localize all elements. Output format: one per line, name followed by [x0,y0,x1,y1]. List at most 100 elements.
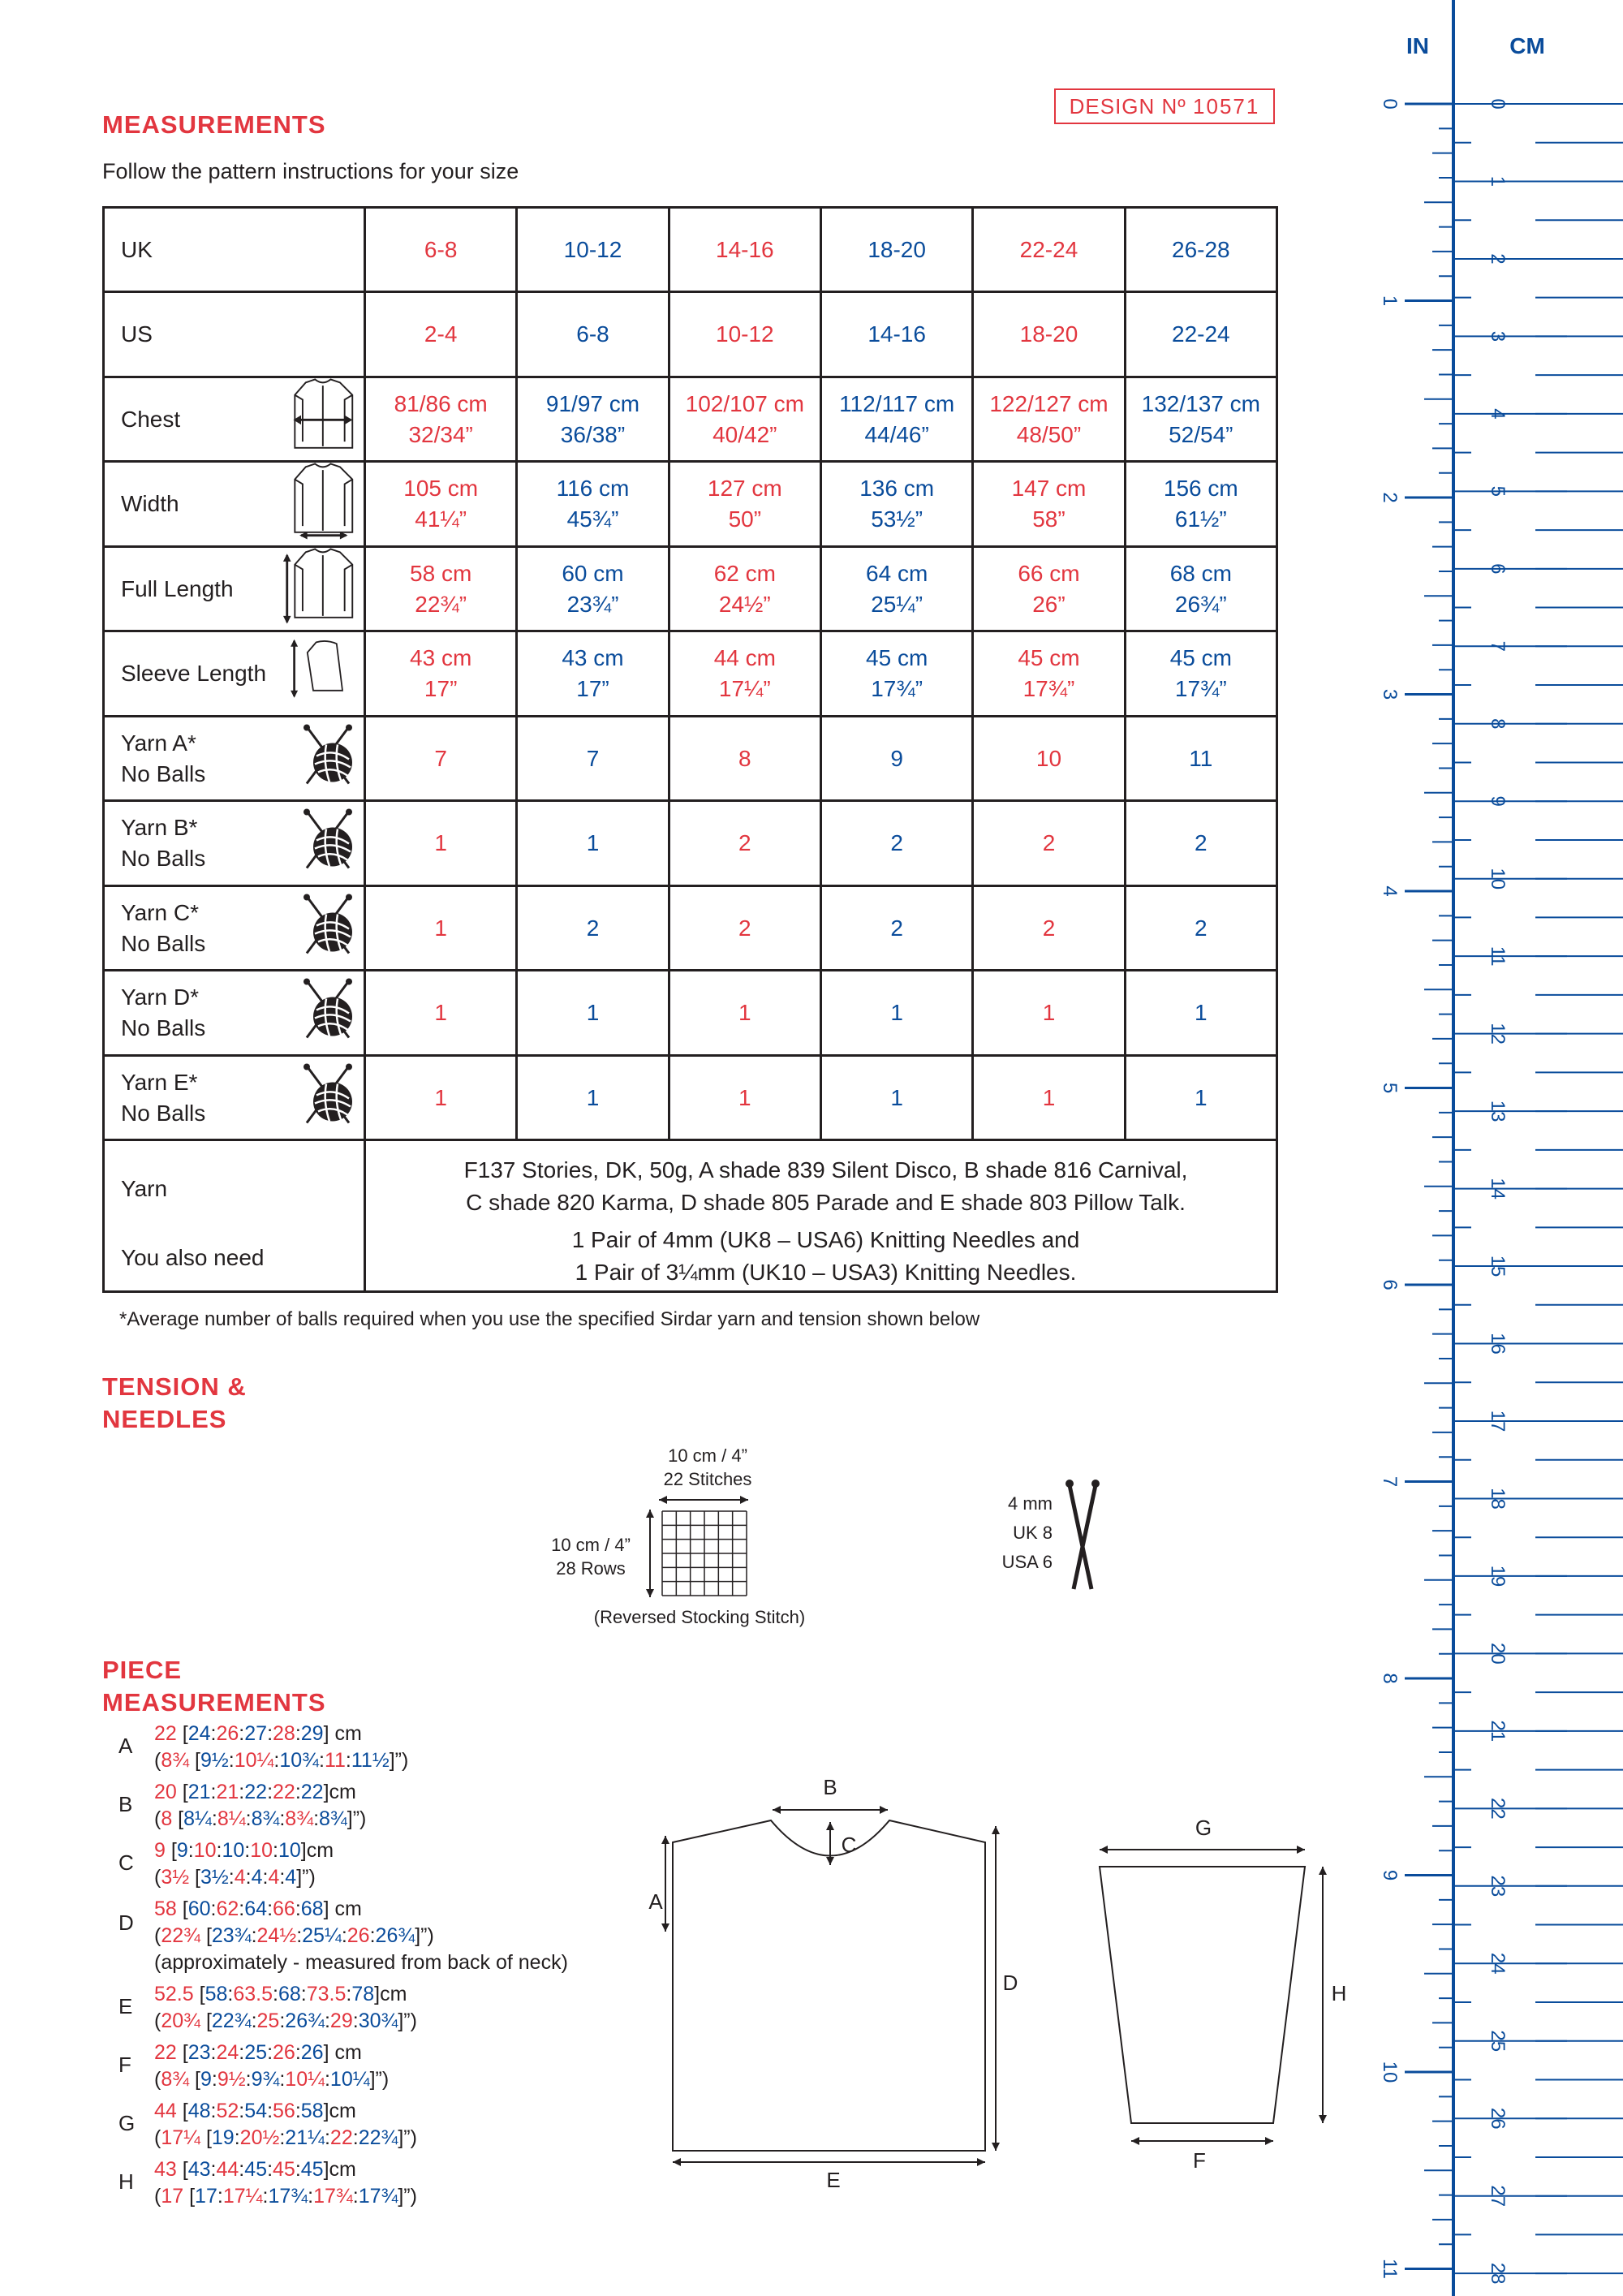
size-value: 10 [278,1839,301,1862]
table-row: Full Length 58 cm 22¾” 60 cm 23¾” 62 cm 24½” 64… [102,545,1279,632]
cm-value: 136 cm [859,476,935,501]
cm-number: 24 [1487,1953,1509,1975]
inch-value: 45¾” [566,506,619,532]
size-value: 20½ [239,2126,280,2149]
size-value: 58 [154,1898,177,1920]
cm-number: 10 [1487,868,1509,890]
row-label-cell: Yarn C* No Balls [102,885,366,971]
piece-values: 22 [24:26:27:28:29] cm (8¾ [9½:10¼:10¾:11… [154,1721,408,1774]
cm-number: 16 [1487,1333,1509,1355]
inch-line: (8¾ [9:9½:9¾:10¼:10¼]”) [154,2068,390,2091]
value-cell: 156 cm 61½” [1123,460,1279,548]
tension-heading-line2: NEEDLES [102,1405,227,1433]
row-label-cell: UK [102,206,366,293]
size-value: 17¼ [222,2185,263,2208]
value-cell: 8 [667,715,822,802]
value-cell: 2 [1123,799,1279,887]
value-cell: 81/86 cm 32/34” [363,376,519,463]
value-cell: 43 cm 17” [515,630,670,717]
table-row: UK 6-8 10-12 14-16 18-20 22-24 26-28 [102,206,1279,293]
row-sublabel: No Balls [121,760,206,786]
value-cell: 127 cm 50” [667,460,822,548]
size-value: 9½ [200,1749,229,1772]
cm-number: 19 [1487,1566,1509,1587]
value-cell: 10 [971,715,1126,802]
size-value: 17¾ [268,2185,308,2208]
inch-number: 0 [1379,98,1401,109]
piece-letter: B [118,1792,133,1816]
size-value: 58 [204,1983,228,2005]
value-cell: 1 [667,1054,822,1141]
value-cell: 2 [971,799,1126,887]
size-value: 10 [222,1839,245,1862]
size-value: 25¼ [302,1924,342,1947]
unit-label: cm [306,1839,334,1862]
inch-number: 7 [1379,1476,1401,1487]
measurements-heading: MEASUREMENTS [102,110,326,139]
value-cell: 2 [971,885,1126,971]
size-value: 68 [300,1898,324,1920]
inch-value: 17¾” [871,676,923,701]
piece-letter: C [118,1850,134,1875]
cm-line: 22 [24:26:27:28:29] cm [154,1722,362,1745]
inch-line: (3½ [3½:4:4:4:4]”) [154,1866,316,1889]
inch-value: 50” [728,506,762,532]
inch-value: 32/34” [408,421,473,447]
value-cell: 6-8 [515,291,670,378]
size-value: 45 [244,2158,268,2181]
table-row: Yarn C* No Balls 1 2 2 2 2 2 [102,885,1279,971]
cm-value: 44 cm [713,645,776,670]
piece-values: 9 [9:10:10:10:10]cm (3½ [3½:4:4:4:4]”) [154,1837,334,1891]
value-cell: 1 [363,969,519,1057]
cm-number: 26 [1487,2108,1509,2130]
row-sublabel: No Balls [121,846,206,871]
size-value: 9 [200,2068,212,2091]
inch-number: 3 [1379,689,1401,700]
unit-label: cm [329,1898,362,1920]
piece-measurement-item: C 9 [9:10:10:10:10]cm (3½ [3½:4:4:4:4]”) [114,1839,682,1899]
inch-number: 4 [1379,885,1401,896]
row-label: Yarn E* [121,1069,198,1095]
size-value: 78 [351,1983,375,2005]
size-value: 10¼ [329,2068,370,2091]
value-cell: 68 cm 26¾” [1123,545,1279,632]
size-value: 20¾ [161,2010,200,2032]
cm-value: 102/107 cm [685,390,804,416]
row-label-cell: Sleeve Length [102,630,366,717]
design-number-box: DESIGN Nº 10571 [1054,88,1275,124]
value-cell: 2 [819,885,975,971]
size-value: 22¾ [211,2010,252,2032]
size-value: 43 [154,2158,177,2181]
piece-heading: PIECE MEASUREMENTS [102,1654,326,1719]
value-cell: 112/117 cm 44/46” [819,376,975,463]
size-value: 10 [250,1839,273,1862]
size-value: 8¾ [161,1749,190,1772]
ruler-ticks: 0123456789101101234567891011121314151617… [1379,98,1623,2285]
size-value: 64 [244,1898,268,1920]
cm-number: 25 [1487,2030,1509,2052]
row-label: Yarn A* [121,730,196,756]
table-row: Width 105 cm 41¼” 116 cm 45¾” 127 cm 50” 136 cm… [102,460,1279,548]
cm-value: 132/137 cm [1141,390,1260,416]
row-label-cell: Full Length [102,545,366,632]
value-cell: 45 cm 17¾” [819,630,975,717]
inch-value: 52/54” [1169,421,1233,447]
sleeve-measure-icon [284,635,357,713]
size-value: 24½ [256,1924,297,1947]
size-value: 8¼ [183,1807,212,1830]
size-value: 26¾ [375,1924,415,1947]
inch-number: 11 [1379,2259,1401,2279]
row-label: US [121,321,153,347]
table-row: Chest 81/86 cm 32/34” 91/97 cm 36/38” 102/107… [102,376,1279,463]
row-label-cell: US [102,291,366,378]
row-label: Full Length [121,575,234,601]
size-value: 54 [244,2100,268,2122]
size-value: 9 [154,1839,166,1862]
value-cell: 1 [971,1054,1126,1141]
value-cell: 1 [667,969,822,1057]
cm-value: 91/97 cm [545,390,640,416]
size-value: 45 [273,2158,295,2181]
size-value: 21 [187,1781,211,1803]
size-value: 68 [278,1983,301,2005]
size-value: 22 [244,1781,268,1803]
